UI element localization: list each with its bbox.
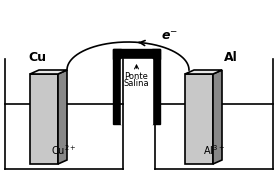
- Polygon shape: [213, 70, 222, 164]
- Text: Ponte: Ponte: [125, 72, 148, 81]
- Polygon shape: [185, 74, 213, 164]
- Polygon shape: [30, 70, 67, 74]
- Text: Cu: Cu: [28, 51, 46, 64]
- Polygon shape: [58, 70, 67, 164]
- Polygon shape: [185, 70, 222, 74]
- Text: Salina: Salina: [124, 79, 149, 88]
- Polygon shape: [113, 49, 121, 124]
- Polygon shape: [121, 59, 152, 124]
- Text: Cu$^{2+}$: Cu$^{2+}$: [51, 143, 77, 157]
- Polygon shape: [30, 74, 58, 164]
- Text: Al$^{3+}$: Al$^{3+}$: [203, 143, 225, 157]
- Polygon shape: [113, 49, 160, 59]
- Polygon shape: [152, 49, 160, 124]
- Text: Al: Al: [224, 51, 238, 64]
- Text: e$^{-}$: e$^{-}$: [161, 30, 178, 43]
